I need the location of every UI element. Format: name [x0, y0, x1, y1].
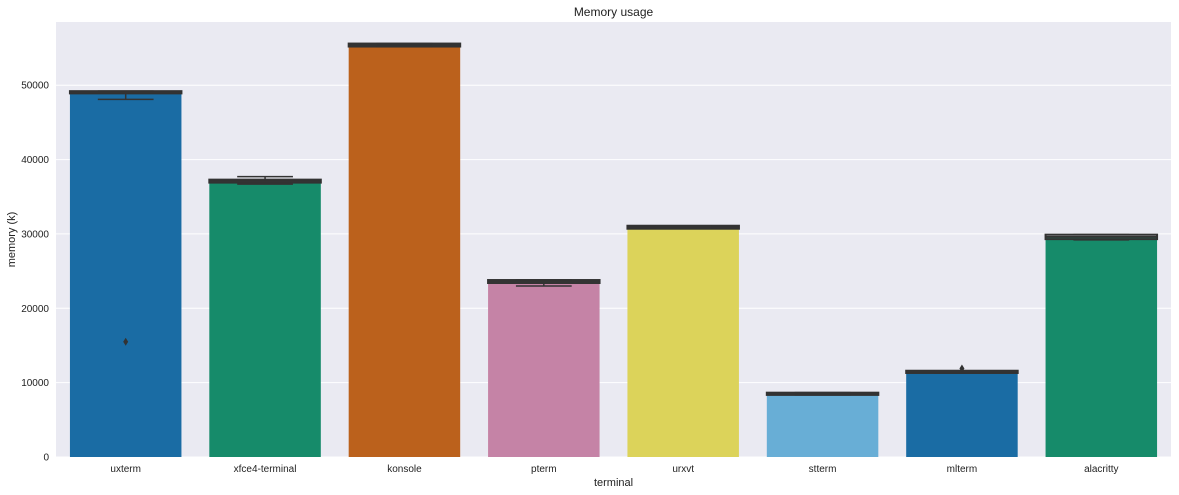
y-tick-label: 50000 — [21, 81, 49, 92]
outlier-point — [959, 364, 965, 373]
bar-xfce4-terminal — [209, 181, 321, 457]
bar-mlterm — [906, 372, 1018, 457]
bar-pterm — [488, 281, 600, 457]
bars — [69, 45, 1158, 458]
x-tick-label: stterm — [809, 464, 837, 475]
x-tick-label: alacritty — [1084, 464, 1118, 475]
x-tick-label: mlterm — [947, 464, 978, 475]
x-tick-label: xfce4-terminal — [234, 464, 297, 475]
x-axis-label: terminal — [594, 477, 633, 489]
y-axis-label: memory (k) — [6, 212, 18, 268]
box-mlterm — [905, 364, 1019, 374]
y-tick-label: 20000 — [21, 304, 49, 315]
x-tick-label: pterm — [531, 464, 557, 475]
y-tick-label: 0 — [43, 453, 49, 464]
bar-stterm — [766, 393, 879, 457]
box-pterm — [487, 279, 601, 287]
x-tick-label: konsole — [387, 464, 422, 475]
y-tick-label: 40000 — [21, 155, 49, 166]
x-tick-label: uxterm — [110, 464, 141, 475]
y-tick-label: 10000 — [21, 378, 49, 389]
y-tick-label: 30000 — [21, 229, 49, 240]
box-konsole — [347, 42, 462, 48]
bar-alacritty — [1045, 236, 1158, 457]
bar-uxterm — [69, 93, 182, 457]
box-alacritty — [1044, 233, 1159, 241]
box-urxvt — [626, 224, 740, 230]
x-tick-labels: uxterm xfce4-terminal konsole pterm urxvt stt… — [110, 464, 1118, 475]
box-uxterm — [68, 90, 183, 346]
bar-urxvt — [627, 227, 739, 457]
chart-title: Memory usage — [574, 5, 654, 19]
box-overlays — [68, 42, 1159, 396]
box-xfce4-terminal — [208, 175, 322, 185]
outlier-point — [123, 337, 129, 346]
box-stterm — [765, 391, 880, 396]
bar-konsole — [348, 45, 461, 458]
y-tick-labels: 0 10000 20000 30000 40000 50000 — [21, 81, 49, 464]
x-tick-label: urxvt — [672, 464, 694, 475]
